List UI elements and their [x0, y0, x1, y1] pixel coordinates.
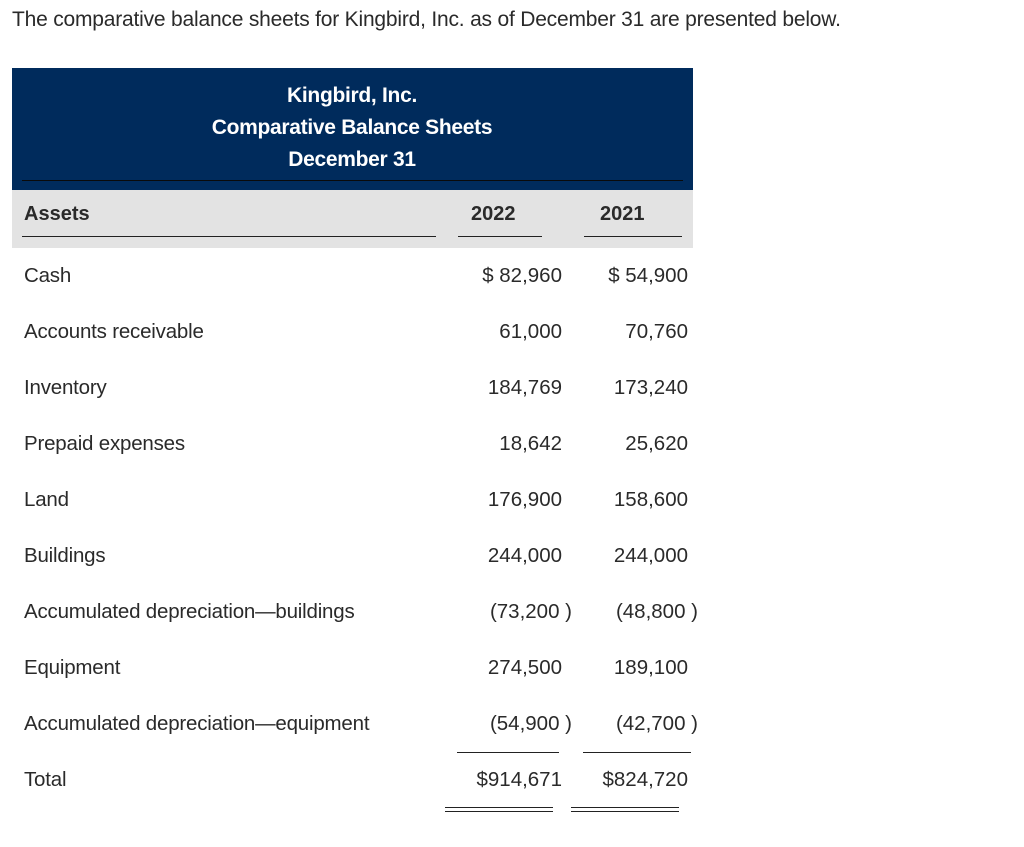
row-label: Total [24, 768, 67, 791]
value-2021: 244,000 [613, 544, 688, 567]
table-row: Buildings 244,000 244,000 [12, 530, 702, 586]
value-2022: 61,000 [499, 320, 562, 343]
statement-date: December 31 [288, 148, 416, 171]
value-2021: 158,600 [613, 488, 688, 511]
year-2022-underline [458, 236, 542, 237]
table-row: Land 176,900 158,600 [12, 474, 702, 530]
row-label: Prepaid expenses [24, 432, 185, 455]
statement-title: Comparative Balance Sheets [211, 116, 493, 139]
value-2022: $914,671 [476, 768, 562, 791]
value-2022: 274,500 [487, 656, 562, 679]
table-row: Accumulated depreciation—buildings (73,2… [12, 586, 702, 642]
table-row: Cash $ 82,960 $ 54,900 [12, 250, 702, 306]
table-row: Accounts receivable 61,000 70,760 [12, 306, 702, 362]
row-label: Accounts receivable [24, 320, 204, 343]
row-label: Accumulated depreciation—buildings [24, 600, 355, 623]
table-row: Prepaid expenses 18,642 25,620 [12, 418, 702, 474]
value-2021: (48,800 ) [615, 600, 698, 623]
value-2021: (42,700 ) [615, 712, 698, 735]
year-2021-underline [584, 236, 682, 237]
title-divider [22, 180, 683, 181]
row-label: Land [24, 488, 69, 511]
value-2022: 244,000 [487, 544, 562, 567]
value-2021: 189,100 [613, 656, 688, 679]
assets-header: Assets [24, 203, 90, 225]
total-double-rule-2022 [445, 807, 553, 812]
year-2021-header: 2021 [600, 203, 645, 225]
subtotal-rule-2022 [457, 752, 559, 753]
table-row: Equipment 274,500 189,100 [12, 642, 702, 698]
intro-text: The comparative balance sheets for Kingb… [12, 8, 841, 31]
value-2021: 25,620 [625, 432, 688, 455]
subtotal-rule-2021 [583, 752, 691, 753]
value-2021: 70,760 [625, 320, 688, 343]
table-title-block: Kingbird, Inc. Comparative Balance Sheet… [12, 68, 693, 190]
row-label: Inventory [24, 376, 107, 399]
balance-sheet-table: Kingbird, Inc. Comparative Balance Sheet… [12, 68, 693, 248]
value-2022: 176,900 [487, 488, 562, 511]
value-2022: 18,642 [499, 432, 562, 455]
total-double-rule-2021 [571, 807, 679, 812]
value-2021: $ 54,900 [608, 264, 688, 287]
table-row: Accumulated depreciation—equipment (54,9… [12, 698, 702, 754]
value-2022: 184,769 [487, 376, 562, 399]
row-label: Cash [24, 264, 72, 287]
column-header-row: Assets 2022 2021 [12, 190, 693, 248]
value-2022: (54,900 ) [489, 712, 572, 735]
row-label: Buildings [24, 544, 106, 567]
table-row: Total $914,671 $824,720 [12, 754, 702, 810]
row-label: Equipment [24, 656, 121, 679]
value-2021: 173,240 [613, 376, 688, 399]
value-2021: $824,720 [602, 768, 688, 791]
table-row: Inventory 184,769 173,240 [12, 362, 702, 418]
value-2022: $ 82,960 [482, 264, 562, 287]
company-name: Kingbird, Inc. [287, 84, 417, 107]
value-2022: (73,200 ) [489, 600, 572, 623]
assets-underline [22, 236, 436, 237]
year-2022-header: 2022 [471, 203, 516, 225]
row-label: Accumulated depreciation—equipment [24, 712, 370, 735]
